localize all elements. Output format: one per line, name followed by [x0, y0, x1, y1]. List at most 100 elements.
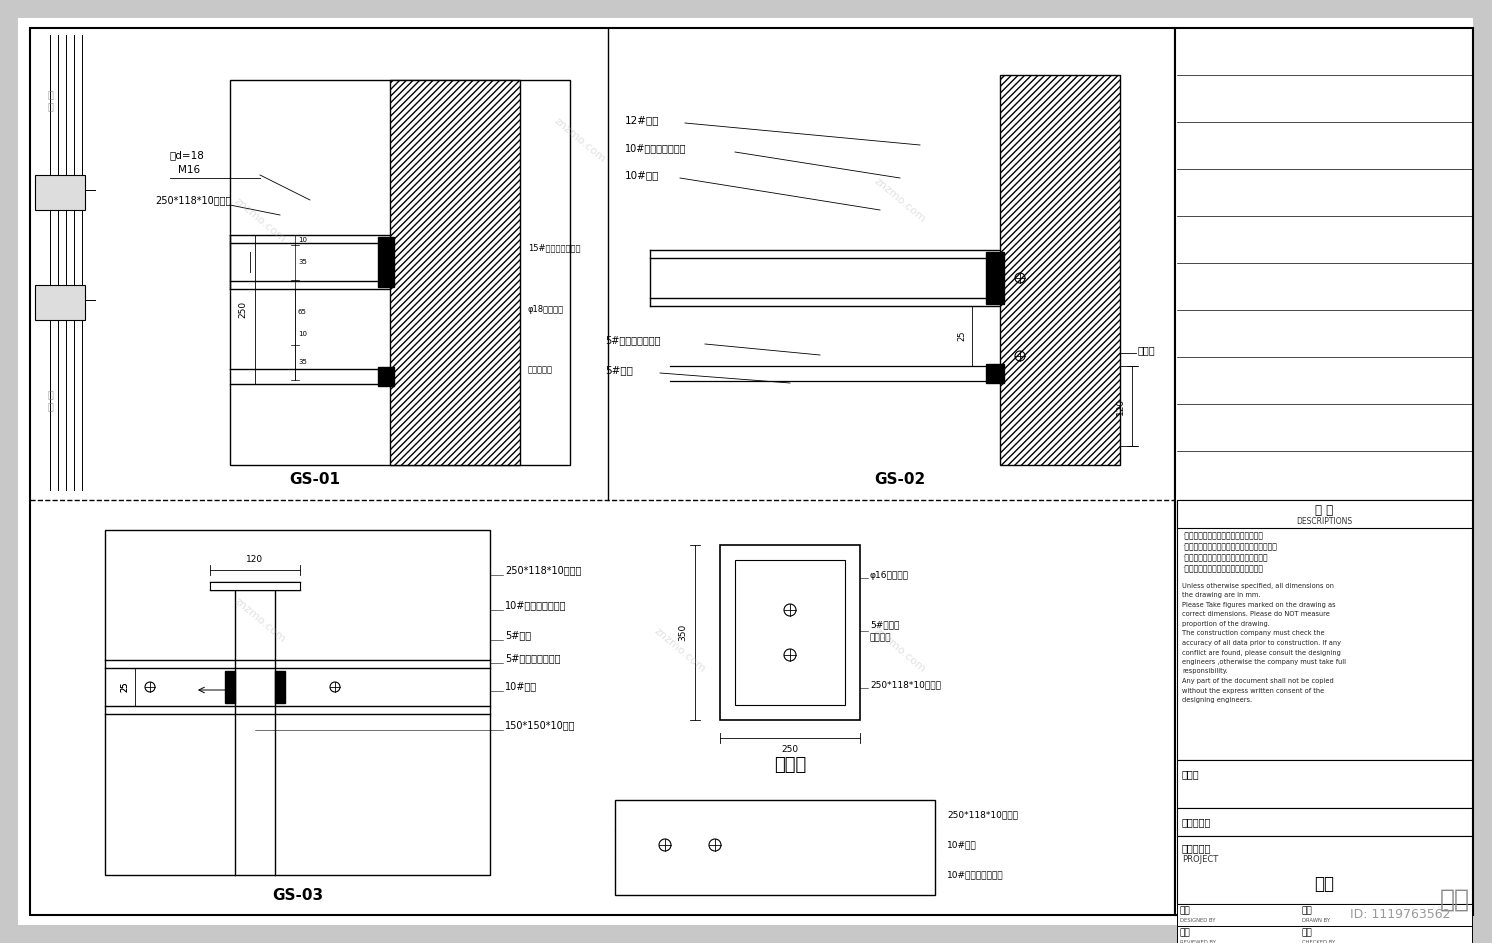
Text: accuracy of all data prior to construction. If any: accuracy of all data prior to constructi… [1182, 640, 1341, 646]
Text: 建设单位：: 建设单位： [1182, 817, 1212, 827]
Text: M16: M16 [178, 165, 200, 175]
Text: 5#角钢: 5#角钢 [504, 630, 531, 640]
Text: 10: 10 [298, 237, 307, 243]
Bar [30, 28, 1176, 915]
Text: ID: 1119763562: ID: 1119763562 [1350, 908, 1450, 921]
Text: znzmo.com: znzmo.com [233, 196, 288, 244]
Text: 35: 35 [298, 359, 307, 366]
Text: without the express written consent of the: without the express written consent of t… [1182, 687, 1325, 693]
Text: the drawing are in mm.: the drawing are in mm. [1182, 592, 1261, 599]
Text: 250*118*10工字钢: 250*118*10工字钢 [155, 195, 231, 205]
Text: 知
末: 知 末 [48, 90, 52, 110]
Text: 孔d=18: 孔d=18 [170, 150, 204, 160]
Text: znzmo.com: znzmo.com [552, 116, 607, 164]
Text: 10#槽钢配套连接件: 10#槽钢配套连接件 [947, 870, 1004, 880]
Text: 备注：: 备注： [1182, 769, 1200, 779]
Bar [1177, 808, 1473, 836]
Text: 10#槽钢配套连接件: 10#槽钢配套连接件 [504, 600, 567, 610]
Text: 15#槽钢配套连接件: 15#槽钢配套连接件 [528, 243, 580, 253]
Text: znzmo.com: znzmo.com [873, 626, 928, 674]
Bar [230, 80, 570, 465]
Text: 制图: 制图 [1303, 906, 1313, 916]
Text: 65: 65 [298, 309, 307, 316]
Bar [377, 367, 394, 386]
Text: 5#槽钢配: 5#槽钢配 [870, 620, 900, 630]
Bar [1000, 75, 1120, 465]
Text: 会所: 会所 [1314, 875, 1334, 893]
Text: correct dimensions. Please do NOT measure: correct dimensions. Please do NOT measur… [1182, 611, 1329, 618]
Text: 250*118*10工字钢: 250*118*10工字钢 [947, 810, 1018, 819]
Text: 35: 35 [298, 259, 307, 266]
Text: 150*150*10钢柱: 150*150*10钢柱 [504, 720, 576, 730]
Text: REVIEWED BY: REVIEWED BY [1180, 939, 1216, 943]
Text: 250: 250 [239, 301, 248, 318]
Text: 25: 25 [958, 331, 967, 341]
Text: 10#槽钢配套连接件: 10#槽钢配套连接件 [625, 143, 686, 153]
Bar [1177, 926, 1473, 943]
Text: ·施工单位必须在工地核对图内所示数字之: ·施工单位必须在工地核对图内所示数字之 [1182, 554, 1268, 563]
Text: 12#槽钢: 12#槽钢 [625, 115, 659, 125]
Text: Any part of the document shall not be copied: Any part of the document shall not be co… [1182, 678, 1334, 684]
Text: CHECKED BY: CHECKED BY [1303, 939, 1335, 943]
Bar [1177, 500, 1473, 760]
Text: φ16膨胀螺栓: φ16膨胀螺栓 [870, 571, 909, 580]
Text: ·切勿以比例量度此图，一切使图内数字为准，: ·切勿以比例量度此图，一切使图内数字为准， [1182, 542, 1277, 552]
Text: responsibility.: responsibility. [1182, 669, 1228, 674]
Text: GS-01: GS-01 [289, 472, 340, 488]
Bar [1177, 904, 1473, 926]
Text: ·未得到本公司设计师书面批准，不得照: ·未得到本公司设计师书面批准，不得照 [1182, 565, 1264, 573]
Text: 5#角钢配套连接件: 5#角钢配套连接件 [604, 335, 661, 345]
Bar [210, 582, 300, 590]
Text: 350: 350 [679, 624, 688, 641]
Text: ·除特别注明外，所有尺寸以毫米为单位: ·除特别注明外，所有尺寸以毫米为单位 [1182, 532, 1264, 540]
Bar [225, 671, 236, 703]
Bar [1177, 500, 1473, 528]
Text: conflict are found, please consult the designing: conflict are found, please consult the d… [1182, 650, 1341, 655]
Text: 设计: 设计 [1180, 906, 1191, 916]
Bar [986, 252, 1004, 304]
Text: 附 注: 附 注 [1314, 504, 1332, 517]
Text: PROJECT: PROJECT [1182, 855, 1219, 865]
Bar [104, 530, 489, 875]
Text: znzmo.com: znzmo.com [652, 626, 707, 674]
Bar [1177, 836, 1473, 904]
Text: GS-03: GS-03 [273, 887, 324, 902]
Bar [1177, 760, 1473, 808]
Text: 10#槽钢: 10#槽钢 [625, 170, 659, 180]
Bar [615, 800, 935, 895]
Text: 10#槽钢: 10#槽钢 [504, 681, 537, 691]
Text: The construction company must check the: The construction company must check the [1182, 631, 1325, 637]
Text: 预埋件: 预埋件 [774, 756, 806, 774]
Bar [34, 285, 85, 320]
Text: 5#角钢: 5#角钢 [604, 365, 633, 375]
Text: 原混凝土柱: 原混凝土柱 [528, 366, 554, 374]
Text: 250*118*10工字钢: 250*118*10工字钢 [870, 681, 941, 689]
Text: 10: 10 [298, 332, 307, 338]
Text: 原墙面: 原墙面 [1138, 345, 1156, 355]
Bar [34, 175, 85, 210]
Text: 知
末: 知 末 [48, 389, 52, 411]
Text: DESCRIPTIONS: DESCRIPTIONS [1297, 517, 1352, 525]
Text: 知末: 知末 [1440, 888, 1470, 912]
Text: 250*118*10工字钢: 250*118*10工字钢 [504, 565, 582, 575]
Text: 10#槽钢: 10#槽钢 [947, 840, 977, 850]
Text: engineers ,otherwise the company must take full: engineers ,otherwise the company must ta… [1182, 659, 1346, 665]
Bar [1176, 28, 1473, 915]
Text: proportion of the drawing.: proportion of the drawing. [1182, 621, 1270, 627]
Text: φ18膨胀螺栓: φ18膨胀螺栓 [528, 306, 564, 315]
Bar [377, 237, 394, 287]
Text: GS-02: GS-02 [874, 472, 925, 488]
Text: 校对: 校对 [1303, 929, 1313, 937]
Text: 审核: 审核 [1180, 929, 1191, 937]
Text: 项目名称：: 项目名称： [1182, 843, 1212, 853]
Text: 5#角钢配套连接件: 5#角钢配套连接件 [504, 653, 561, 663]
Text: designing engineers.: designing engineers. [1182, 697, 1252, 703]
Text: Please Take figures marked on the drawing as: Please Take figures marked on the drawin… [1182, 602, 1335, 608]
Text: DESIGNED BY: DESIGNED BY [1180, 918, 1216, 922]
Bar [389, 80, 521, 465]
Text: 250: 250 [782, 746, 798, 754]
Bar [275, 671, 285, 703]
Text: 25: 25 [121, 682, 130, 692]
Text: 120: 120 [1116, 397, 1125, 415]
Text: 25: 25 [121, 682, 130, 692]
